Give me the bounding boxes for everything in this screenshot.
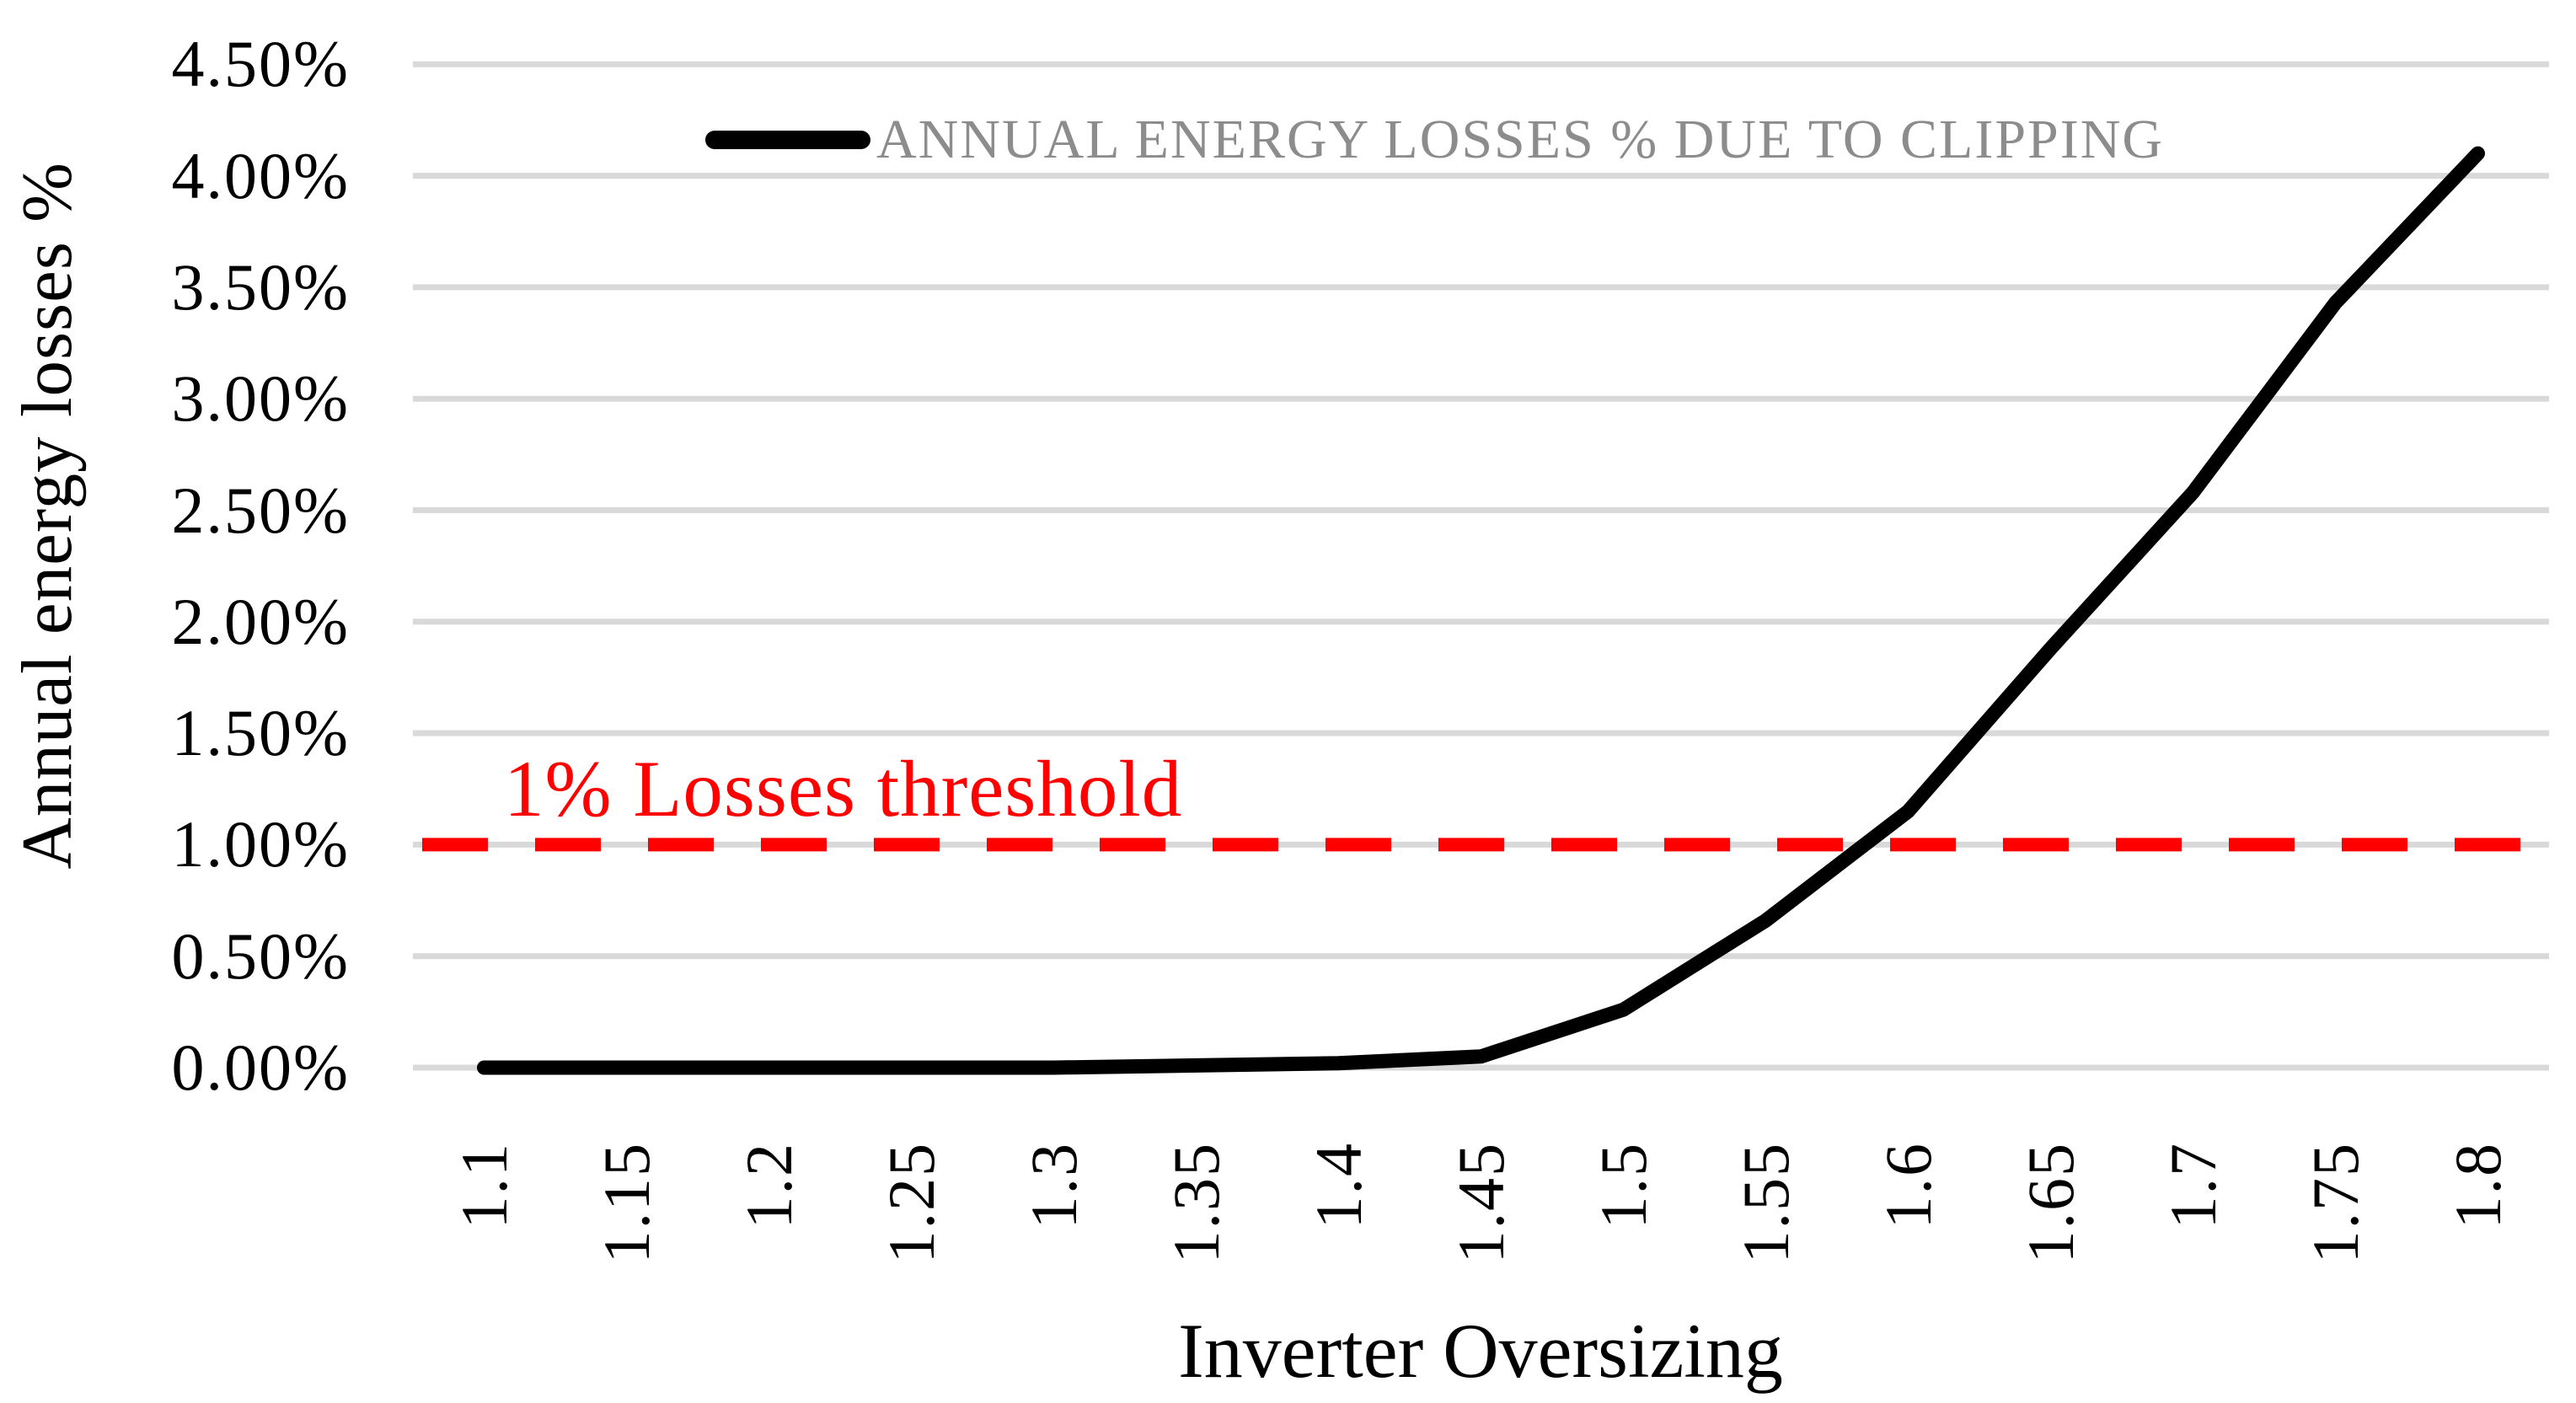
y-tick-label: 0.50%: [171, 918, 350, 993]
series-line: [477, 146, 2485, 1075]
x-tick-label: 1.3: [1016, 1142, 1090, 1229]
x-tick-label: 1.65: [2013, 1142, 2087, 1264]
gridlines: [413, 61, 2549, 1071]
y-tick-label: 1.00%: [171, 807, 350, 881]
y-axis-title: Annual energy losses %: [8, 162, 87, 870]
x-axis-title: Inverter Oversizing: [1178, 1308, 1783, 1394]
x-tick-label: 1.7: [2156, 1142, 2230, 1229]
threshold-label: 1% Losses threshold: [504, 744, 1183, 833]
x-tick-label: 1.8: [2440, 1142, 2514, 1229]
x-tick-label: 1.35: [1159, 1142, 1233, 1264]
x-tick-label: 1.2: [731, 1142, 806, 1229]
x-tick-label: 1.5: [1586, 1142, 1660, 1229]
y-tick-label: 4.00%: [171, 138, 350, 212]
x-tick-label: 1.6: [1871, 1142, 1945, 1229]
y-tick-label: 0.00%: [171, 1031, 350, 1104]
legend-label: ANNUAL ENERGY LOSSES % DUE TO CLIPPING: [876, 109, 2165, 170]
x-tick-label: 1.55: [1728, 1142, 1802, 1264]
x-tick-label: 1.4: [1301, 1142, 1375, 1229]
x-tick-label: 1.1: [447, 1142, 521, 1229]
y-tick-label: 2.00%: [171, 584, 350, 658]
y-tick-label: 4.50%: [171, 27, 350, 101]
y-tick-label: 2.50%: [171, 473, 350, 547]
x-tick-label: 1.45: [1443, 1142, 1518, 1264]
y-tick-label: 1.50%: [171, 696, 350, 770]
y-tick-label: 3.50%: [171, 249, 350, 324]
x-tick-label: 1.75: [2298, 1142, 2372, 1264]
x-tick-label: 1.15: [589, 1142, 663, 1264]
y-tick-label: 3.00%: [171, 361, 350, 436]
x-tick-label: 1.25: [874, 1142, 948, 1264]
